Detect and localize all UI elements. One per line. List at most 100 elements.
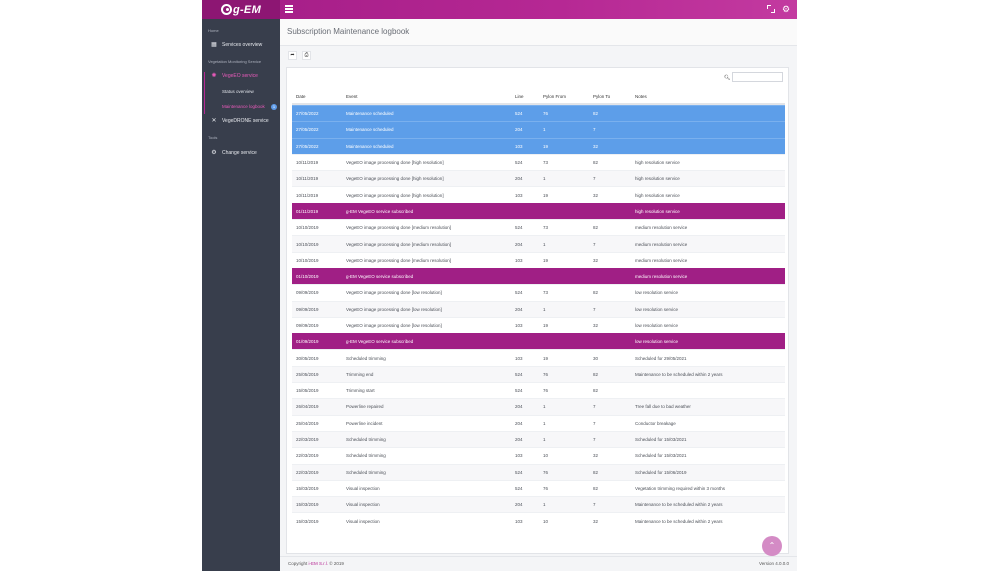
- footer: Copyright i-EM S.r.l. © 2019 Version 4.0…: [280, 556, 797, 571]
- table-body: 27/05/2022 Maintenance scheduled 524 76 82 27…: [292, 105, 785, 529]
- drone-icon: ✕: [211, 118, 217, 124]
- table-row[interactable]: 09/09/2019 VegeEO image processing done […: [292, 284, 785, 300]
- cell-date: 22/03/2019: [296, 469, 319, 475]
- table-row[interactable]: 26/04/2019 Powerline repaired 204 1 7 Tree fa…: [292, 398, 785, 415]
- table-row[interactable]: 10/11/2019 VegeEO image processing done […: [292, 170, 785, 187]
- cell-notes: Maintenance to be scheduled within 2 yea…: [635, 518, 723, 524]
- column-header-notes[interactable]: Notes: [635, 94, 647, 99]
- table-row[interactable]: 27/05/2022 Maintenance scheduled 204 1 7: [292, 121, 785, 138]
- table-row[interactable]: 22/03/2019 Scheduled trimming 103 10 32 Sched…: [292, 447, 785, 463]
- cell-date: 10/11/2019: [296, 176, 319, 182]
- table-row[interactable]: 27/05/2022 Maintenance scheduled 524 76 82: [292, 105, 785, 122]
- table-row[interactable]: 25/04/2019 Powerline incident 204 1 7 Conduct…: [292, 414, 785, 431]
- cell-event: VegeEO image processing done [medium res…: [346, 241, 452, 247]
- table-row[interactable]: 01/09/2019 g-EM VegeEO service subscribed…: [292, 333, 785, 350]
- table-row[interactable]: 22/03/2019 Scheduled trimming 204 1 7 Schedul…: [292, 430, 785, 448]
- cell-pylon-to: 7: [593, 176, 596, 182]
- cell-event: Powerline incident: [346, 420, 383, 426]
- app-logo[interactable]: g-EM: [202, 0, 280, 19]
- cell-date: 15/05/2019: [296, 388, 319, 394]
- cell-pylon-from: 76: [543, 469, 549, 475]
- scroll-to-top-button[interactable]: ⌃: [762, 536, 782, 556]
- column-header-pylon-to[interactable]: Pylon To: [593, 94, 611, 99]
- cell-line: 103: [515, 192, 523, 198]
- table-row[interactable]: 01/11/2019 g-EM VegeEO service subscribed…: [292, 202, 785, 220]
- table-row[interactable]: 10/10/2019 VegeEO image processing done […: [292, 235, 785, 252]
- table-row[interactable]: 15/03/2019 Visual inspection 204 1 7 Maintena…: [292, 496, 785, 513]
- cell-date: 10/11/2019: [296, 160, 319, 166]
- cell-pylon-from: 1: [543, 127, 546, 133]
- cell-pylon-from: 73: [543, 290, 549, 296]
- cell-pylon-to: 32: [593, 143, 599, 149]
- cell-pylon-from: [543, 269, 591, 284]
- table-row[interactable]: 10/11/2019 VegeEO image processing done […: [292, 186, 785, 202]
- sidebar-item-change-service[interactable]: ⚙ Change service: [202, 148, 280, 158]
- table-row[interactable]: 10/10/2019 VegeEO image processing done […: [292, 219, 785, 235]
- table-row[interactable]: 10/10/2019 VegeEO image processing done […: [292, 251, 785, 268]
- satellite-icon: ✺: [211, 73, 217, 79]
- table-row[interactable]: 15/05/2019 Trimming start 524 76 82: [292, 382, 785, 398]
- cell-date: 15/03/2019: [296, 502, 319, 508]
- fullscreen-icon[interactable]: [767, 5, 775, 13]
- cell-date: 09/09/2019: [296, 306, 319, 312]
- sidebar-section-tools: Tools: [208, 135, 218, 140]
- cell-line: 524: [515, 160, 523, 166]
- cell-date: 10/11/2019: [296, 192, 319, 198]
- company-link[interactable]: i-EM S.r.l.: [308, 561, 329, 566]
- cell-line: [515, 269, 541, 284]
- share-button[interactable]: ➦: [288, 51, 297, 60]
- cell-notes: low resolution service: [635, 290, 679, 296]
- table-row[interactable]: 22/03/2019 Scheduled trimming 524 76 82 Sched…: [292, 463, 785, 480]
- table-row[interactable]: 27/05/2022 Maintenance scheduled 103 19 32: [292, 137, 785, 154]
- cell-notes: low resolution service: [635, 339, 679, 345]
- cell-notes: Tree fall due to bad weather: [635, 404, 691, 410]
- hamburger-menu-icon[interactable]: [285, 5, 293, 13]
- cell-pylon-to: 7: [593, 306, 596, 312]
- column-header-pylon-from[interactable]: Pylon From: [543, 94, 567, 99]
- chevron-up-icon: ⌃: [768, 541, 776, 550]
- cell-event: Scheduled trimming: [346, 453, 386, 459]
- cell-date: 27/05/2022: [296, 143, 319, 149]
- cell-date: 10/10/2019: [296, 257, 319, 263]
- table-row[interactable]: 09/09/2019 VegeEO image processing done […: [292, 300, 785, 317]
- table-row[interactable]: 01/10/2019 g-EM VegeEO service subscribed…: [292, 267, 785, 285]
- cell-event: Visual inspection: [346, 485, 380, 491]
- column-header-event[interactable]: Event: [346, 94, 358, 99]
- sidebar-item-vegeeo-service[interactable]: ✺ VegeEO service: [202, 71, 280, 81]
- cell-line: 524: [515, 485, 523, 491]
- cogs-icon[interactable]: ⚙: [782, 4, 791, 14]
- sidebar-subitem-status-overview[interactable]: Status overview: [202, 87, 280, 96]
- cell-pylon-from: 19: [543, 257, 549, 263]
- cell-notes: medium resolution service: [635, 257, 688, 263]
- column-header-line[interactable]: Line: [515, 94, 524, 99]
- sidebar-item-vegedrone-service[interactable]: ✕ VegeDRONE service: [202, 116, 280, 126]
- sidebar-item-services-overview[interactable]: ▦ Services overview: [202, 40, 280, 50]
- cell-pylon-from: [543, 204, 591, 219]
- table-row[interactable]: 10/11/2019 VegeEO image processing done […: [292, 153, 785, 170]
- cell-pylon-from: 1: [543, 306, 546, 312]
- cell-date: 25/04/2019: [296, 420, 319, 426]
- cell-event: Maintenance scheduled: [346, 127, 394, 133]
- search-input[interactable]: [732, 72, 783, 82]
- table-row[interactable]: 30/05/2019 Scheduled trimming 103 19 30 Sched…: [292, 349, 785, 365]
- cell-event: g-EM VegeEO service subscribed: [346, 339, 414, 345]
- cell-notes: medium resolution service: [635, 241, 688, 247]
- table-row[interactable]: 09/09/2019 VegeEO image processing done […: [292, 316, 785, 333]
- cell-date: 15/03/2019: [296, 485, 319, 491]
- sidebar-group-indicator: [204, 72, 205, 114]
- table-row[interactable]: 25/05/2019 Trimming end 524 76 82 Maintenance…: [292, 365, 785, 383]
- cell-pylon-to: 7: [593, 127, 596, 133]
- cell-line: 524: [515, 290, 523, 296]
- table-row[interactable]: 15/03/2019 Visual inspection 103 10 32 Mainte…: [292, 512, 785, 528]
- print-button[interactable]: ⎙: [302, 51, 311, 60]
- cell-pylon-from: 1: [543, 241, 546, 247]
- cell-event: VegeEO image processing done [low resolu…: [346, 290, 442, 296]
- sidebar-subitem-maintenance-logbook[interactable]: Maintenance logbook 1: [202, 102, 280, 111]
- cell-pylon-to: [593, 204, 633, 219]
- column-header-date[interactable]: Date: [296, 94, 306, 99]
- cell-event: Trimming start: [346, 388, 375, 394]
- cell-pylon-to: 32: [593, 453, 599, 459]
- cell-notes: Vegetation trimming required within 3 mo…: [635, 485, 726, 491]
- cell-event: Visual inspection: [346, 518, 380, 524]
- table-row[interactable]: 15/03/2019 Visual inspection 524 76 82 Vegeta…: [292, 479, 785, 496]
